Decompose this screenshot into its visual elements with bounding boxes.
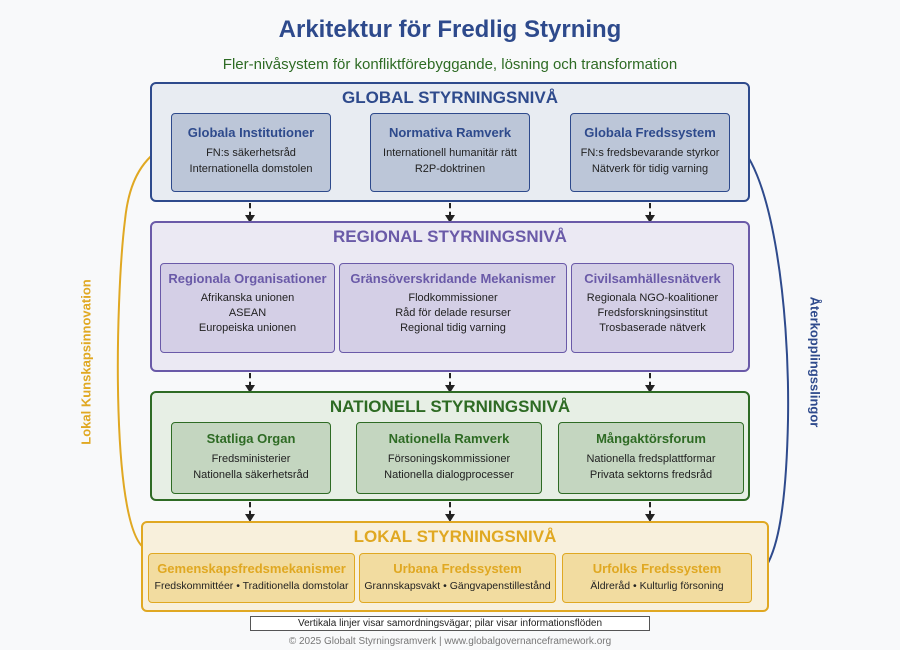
- box-line: ASEAN: [228, 307, 267, 319]
- box-line: Nationella fredsplattformar: [586, 453, 716, 465]
- feedback-loop-curve: [731, 139, 790, 585]
- box-line: Äldreråd • Kulturlig försoning: [590, 580, 724, 592]
- box-line: FN:s säkerhetsråd: [206, 147, 296, 159]
- box-title: Nationella Ramverk: [388, 431, 510, 446]
- flow-arrowhead: [645, 215, 655, 223]
- box-line: Privata sektorns fredsråd: [589, 469, 713, 481]
- footer-text: © 2025 Globalt Styrningsramverk | www.gl…: [288, 636, 612, 647]
- legend-note: Vertikala linjer visar samordningsvägar;…: [250, 616, 650, 631]
- box-line: Fredsministerier: [211, 453, 291, 465]
- box-line: Europeiska unionen: [198, 322, 297, 334]
- box-line: Afrikanska unionen: [200, 292, 295, 304]
- box-title: Globala Fredssystem: [584, 125, 716, 140]
- flow-arrow-line: [449, 203, 451, 217]
- flow-arrow-line: [249, 502, 251, 516]
- box-line: Råd för delade resurser: [395, 307, 511, 319]
- national-level-title: NATIONELL STYRNINGSNIVÅ: [329, 397, 571, 416]
- box-title: Gemenskapsfredsmekanismer: [157, 561, 346, 576]
- national-level: NATIONELL STYRNINGSNIVÅ Statliga Organ F…: [150, 391, 750, 501]
- flow-arrowhead: [445, 215, 455, 223]
- box-line: Internationell humanitär rätt: [383, 147, 517, 159]
- national-box-state-bodies: Statliga Organ Fredsministerier Nationel…: [171, 422, 331, 494]
- local-box-indigenous: Urfolks Fredssystem Äldreråd • Kulturlig…: [562, 553, 752, 603]
- local-level-title: LOKAL STYRNINGSNIVÅ: [353, 527, 557, 546]
- box-line: Nätverk för tidig varning: [591, 163, 709, 175]
- local-box-urban: Urbana Fredssystem Grannskapsvakt • Gäng…: [359, 553, 556, 603]
- box-line: Regionala NGO-koalitioner: [586, 292, 719, 304]
- box-title: Mångaktörsforum: [596, 431, 706, 446]
- box-title: Gränsöverskridande Mekanismer: [350, 271, 556, 286]
- regional-box-organisations: Regionala Organisationer Afrikanska unio…: [160, 263, 335, 353]
- box-title: Globala Institutioner: [187, 125, 315, 140]
- box-line: Regional tidig varning: [400, 322, 506, 334]
- flow-arrow-line: [649, 373, 651, 387]
- global-level-title: GLOBAL STYRNINGSNIVÅ: [342, 88, 558, 107]
- flow-arrow-line: [449, 502, 451, 516]
- box-line: R2P-doktrinen: [414, 163, 486, 175]
- box-title: Urbana Fredssystem: [393, 561, 522, 576]
- flow-arrow-line: [449, 373, 451, 387]
- flow-arrowhead: [245, 385, 255, 393]
- local-box-community: Gemenskapsfredsmekanismer Fredskommittée…: [148, 553, 355, 603]
- box-line: Internationella domstolen: [189, 163, 313, 175]
- flow-arrowhead: [445, 514, 455, 522]
- national-box-frameworks: Nationella Ramverk Försoningskommissione…: [356, 422, 542, 494]
- flow-arrow-line: [649, 203, 651, 217]
- box-title: Regionala Organisationer: [168, 271, 327, 286]
- box-line: Grannskapsvakt • Gängvapenstillestånd: [364, 580, 551, 592]
- box-line: Fredskommittéer • Traditionella domstola…: [154, 580, 349, 592]
- regional-box-civil-society: Civilsamhällesnätverk Regionala NGO-koal…: [571, 263, 734, 353]
- box-title: Urfolks Fredssystem: [592, 561, 722, 576]
- regional-box-cross-border: Gränsöverskridande Mekanismer Flodkommis…: [339, 263, 567, 353]
- flow-arrow-line: [249, 373, 251, 387]
- flow-arrowhead: [245, 215, 255, 223]
- flow-arrow-line: [249, 203, 251, 217]
- side-label-left: Lokal Kunskapsinnovation: [78, 279, 94, 445]
- flow-arrow-line: [649, 502, 651, 516]
- diagram-title: Arkitektur för Fredlig Styrning: [278, 16, 622, 43]
- flow-arrowhead: [245, 514, 255, 522]
- national-box-multistakeholder: Mångaktörsforum Nationella fredsplattfor…: [558, 422, 744, 494]
- box-title: Civilsamhällesnätverk: [584, 271, 721, 286]
- flow-arrowhead: [445, 385, 455, 393]
- local-knowledge-curve: [116, 138, 175, 551]
- box-line: Flodkommissioner: [408, 292, 498, 304]
- box-line: Försoningskommissioner: [387, 453, 511, 465]
- global-box-institutions: Globala Institutioner FN:s säkerhetsråd …: [171, 113, 331, 192]
- regional-level-title: REGIONAL STYRNINGSNIVÅ: [333, 227, 567, 246]
- side-label-right: Återkopplingsslingor: [807, 296, 823, 428]
- box-line: Nationella dialogprocesser: [384, 469, 514, 481]
- global-box-peace-systems: Globala Fredssystem FN:s fredsbevarande …: [570, 113, 730, 192]
- box-line: FN:s fredsbevarande styrkor: [580, 147, 720, 159]
- box-line: Nationella säkerhetsråd: [193, 469, 309, 481]
- box-title: Normativa Ramverk: [388, 125, 512, 140]
- box-title: Statliga Organ: [206, 431, 296, 446]
- box-line: Fredsforskningsinstitut: [597, 307, 708, 319]
- regional-level: REGIONAL STYRNINGSNIVÅ Regionala Organis…: [150, 221, 750, 372]
- diagram-subtitle: Fler-nivåsystem för konfliktförebyggande…: [222, 56, 678, 73]
- global-level: GLOBAL STYRNINGSNIVÅ Globala Institution…: [150, 82, 750, 202]
- global-box-frameworks: Normativa Ramverk Internationell humanit…: [370, 113, 530, 192]
- box-line: Trosbaserade nätverk: [599, 322, 706, 334]
- flow-arrowhead: [645, 514, 655, 522]
- local-level: LOKAL STYRNINGSNIVÅ Gemenskapsfredsmekan…: [141, 521, 769, 612]
- flow-arrowhead: [645, 385, 655, 393]
